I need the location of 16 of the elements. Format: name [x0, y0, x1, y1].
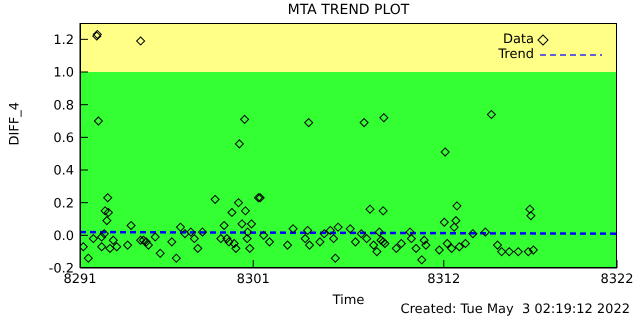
y-tick-label: 1.0: [53, 66, 74, 81]
y-tick-label: 0.8: [53, 98, 74, 114]
x-tick-label: 8322: [600, 272, 634, 288]
x-tick-label: 8301: [236, 272, 270, 288]
legend-label: Data: [502, 32, 534, 47]
y-tick-label: 0.4: [53, 164, 74, 179]
y-tick-label: 0.2: [53, 196, 74, 212]
y-tick-label: 0.6: [53, 130, 74, 146]
x-tick-label: 8312: [427, 272, 460, 288]
chart-title: MTA TREND PLOT: [286, 2, 410, 18]
y-tick-label: 0.0: [53, 228, 74, 244]
x-axis-title: Time: [332, 293, 364, 308]
y-axis-title: DIFF_4: [8, 102, 23, 146]
text: Created: Tue May 3 02:19:12 2022: [400, 302, 630, 317]
y-tick-label: 1.2: [53, 32, 74, 48]
legend-label: Trend: [498, 47, 534, 62]
